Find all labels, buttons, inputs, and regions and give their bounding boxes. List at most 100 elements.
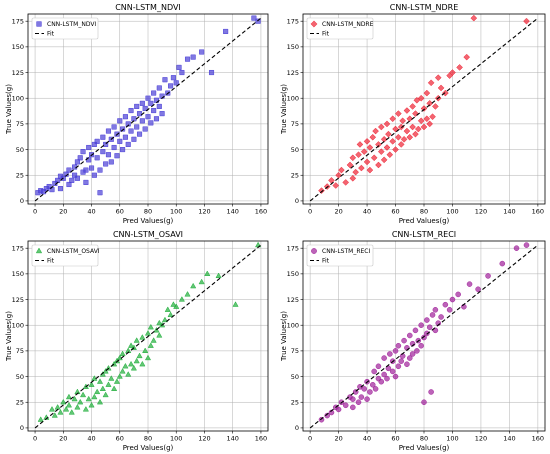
data-point [449, 69, 456, 76]
data-point [375, 363, 382, 370]
legend-label: CNN-LSTM_NDVI [47, 21, 96, 28]
data-point [429, 312, 436, 318]
data-point [128, 107, 134, 114]
data-point [232, 301, 239, 307]
data-point [389, 368, 396, 375]
data-point [94, 388, 101, 395]
x-tick-label: 160 [255, 208, 267, 216]
data-point [434, 74, 442, 82]
data-point [426, 324, 433, 331]
data-point [83, 167, 89, 173]
data-point [139, 100, 145, 106]
data-point [151, 107, 157, 114]
y-tick-label: 125 [12, 296, 24, 304]
data-point [251, 15, 257, 21]
panel-3: 0 20 40 60 80 100 120 140 160 0 25 50 75 100 125 150 175… [280, 230, 546, 452]
fit-line [309, 244, 539, 429]
x-tick-label: 80 [420, 435, 428, 443]
data-point [372, 386, 379, 392]
data-point [324, 412, 330, 419]
data-point [105, 128, 112, 134]
data-point [438, 314, 444, 320]
panel-0: 0 20 40 60 80 100 120 140 160 0 25 50 75 100 125 150 175… [5, 3, 269, 225]
data-point [342, 179, 350, 186]
data-point [139, 118, 145, 124]
data-point [381, 355, 387, 361]
panel-1: 0 20 40 60 80 100 120 140 160 0 25 50 75 100 125 150 175… [280, 3, 546, 225]
data-point [395, 342, 402, 349]
x-tick-label: 80 [144, 208, 152, 216]
data-point [108, 375, 115, 381]
data-point [342, 402, 349, 409]
data-point [150, 337, 157, 343]
data-point [127, 360, 135, 367]
data-point [156, 103, 162, 109]
data-point [125, 121, 131, 127]
data-point [332, 182, 340, 189]
data-point [144, 330, 152, 336]
data-point [125, 371, 132, 377]
legend-label: Fit [47, 258, 55, 265]
data-point [144, 354, 152, 361]
data-point [178, 296, 185, 302]
data-point [57, 409, 64, 415]
x-tick-label: 160 [255, 435, 267, 443]
data-point [139, 360, 146, 367]
data-point [48, 406, 56, 412]
data-point [128, 128, 134, 134]
data-point [404, 361, 410, 368]
data-point [406, 115, 414, 123]
data-point [63, 406, 70, 412]
data-point [380, 156, 388, 164]
data-point [102, 391, 109, 398]
data-point [409, 351, 416, 357]
x-tick-label: 80 [420, 208, 428, 216]
data-point [417, 117, 425, 125]
data-point [148, 120, 154, 126]
data-point [130, 364, 137, 371]
data-point [54, 403, 61, 410]
data-point [417, 94, 425, 102]
data-point [179, 69, 185, 76]
data-point [139, 334, 146, 340]
data-point [449, 296, 456, 303]
data-point [358, 394, 365, 400]
plot-content [309, 14, 539, 202]
legend-label: CNN-LSTM_NDRE [322, 21, 374, 28]
data-point [88, 381, 95, 387]
legend-marker [310, 20, 318, 28]
y-tick-label: 150 [287, 43, 299, 51]
data-point [401, 337, 407, 344]
data-point [485, 273, 491, 279]
fit-line [34, 17, 262, 202]
legend-marker [36, 21, 42, 27]
data-point [475, 286, 481, 293]
y-tick-label: 100 [287, 322, 299, 330]
y-tick-label: 0 [20, 424, 24, 432]
data-point [455, 291, 461, 298]
data-point [403, 107, 411, 114]
data-point [513, 245, 520, 251]
x-tick-label: 0 [33, 435, 37, 443]
data-point [350, 404, 356, 411]
data-point [111, 124, 117, 130]
data-point [392, 373, 399, 380]
data-point [392, 146, 399, 153]
x-axis-label: Pred Values(g) [123, 217, 174, 225]
x-tick-label: 20 [334, 435, 342, 443]
data-point [375, 141, 382, 148]
y-tick-label: 50 [291, 373, 299, 381]
data-point [318, 187, 325, 194]
x-tick-label: 160 [532, 208, 544, 216]
y-tick-label: 100 [12, 322, 24, 330]
data-point [136, 352, 143, 359]
data-point [385, 365, 392, 372]
data-point [427, 79, 435, 87]
x-tick-label: 0 [308, 208, 312, 216]
data-point [116, 354, 123, 361]
data-point [173, 303, 180, 309]
x-tick-label: 160 [532, 435, 544, 443]
data-point [51, 412, 58, 418]
data-point [395, 363, 402, 370]
x-tick-label: 120 [475, 208, 487, 216]
